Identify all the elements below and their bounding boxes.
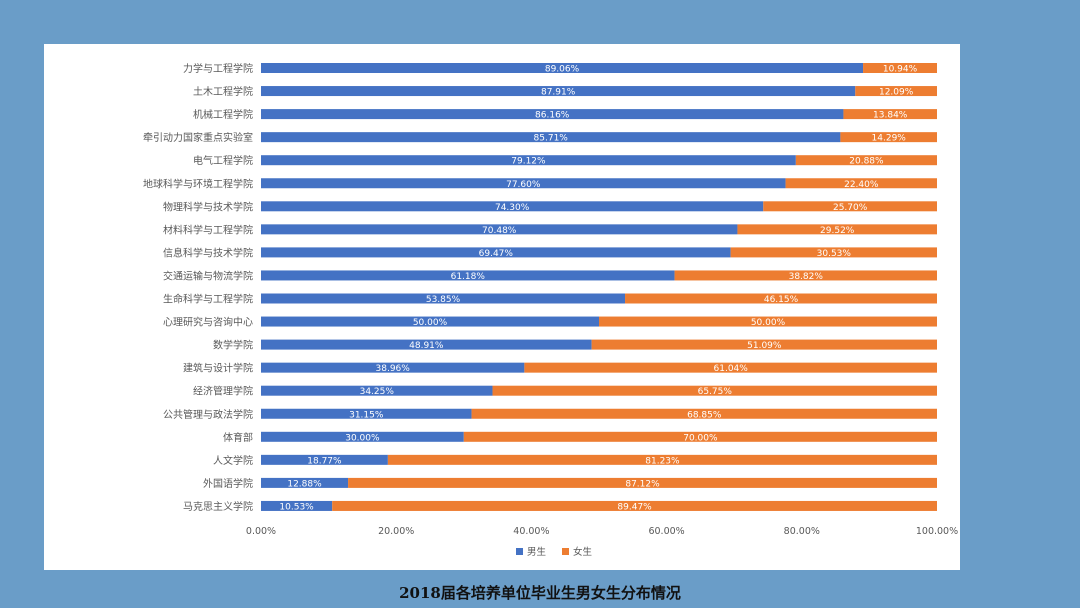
category-label: 地球科学与环境工程学院: [143, 177, 253, 190]
data-label-male: 77.60%: [506, 180, 541, 190]
category-label: 外国语学院: [203, 477, 253, 490]
data-label-female: 29.52%: [820, 226, 855, 236]
data-label-female: 10.94%: [883, 65, 918, 75]
stacked-bar-chart: 力学与工程学院土木工程学院机械工程学院牵引动力国家重点实验室电气工程学院地球科学…: [44, 44, 960, 570]
x-tick-label: 80.00%: [784, 526, 820, 537]
data-label-male: 69.47%: [479, 249, 514, 259]
data-label-female: 65.75%: [698, 387, 733, 397]
data-label-female: 68.85%: [687, 410, 722, 420]
category-label: 物理科学与技术学院: [163, 200, 253, 213]
x-tick-label: 20.00%: [378, 526, 414, 537]
data-label-female: 50.00%: [751, 318, 786, 328]
data-label-female: 25.70%: [833, 203, 868, 213]
data-label-female: 87.12%: [625, 479, 660, 489]
category-label: 生命科学与工程学院: [163, 293, 253, 306]
data-label-male: 38.96%: [376, 364, 411, 374]
category-label: 数学学院: [213, 339, 253, 352]
category-label: 人文学院: [213, 454, 253, 467]
category-label: 公共管理与政法学院: [163, 408, 253, 421]
data-label-male: 79.12%: [511, 157, 546, 167]
x-tick-label: 0.00%: [246, 526, 276, 537]
category-label: 信息科学与技术学院: [163, 246, 253, 259]
data-label-female: 70.00%: [683, 433, 718, 443]
data-label-male: 85.71%: [534, 134, 569, 144]
data-label-female: 22.40%: [844, 180, 879, 190]
data-label-male: 86.16%: [535, 111, 570, 121]
data-label-female: 81.23%: [645, 456, 680, 466]
data-label-female: 30.53%: [817, 249, 852, 259]
data-label-male: 34.25%: [360, 387, 395, 397]
data-label-female: 51.09%: [747, 341, 782, 351]
category-label: 电气工程学院: [193, 154, 253, 167]
data-label-male: 87.91%: [541, 88, 576, 98]
x-tick-label: 100.00%: [916, 526, 958, 537]
chart-panel: 力学与工程学院土木工程学院 机械工程学院牵引动力国家重点实验室电气工程学院地球科学…: [44, 44, 960, 570]
chart-caption: 2018届各培养单位毕业生男女生分布情况: [0, 582, 1080, 603]
category-label: 力学与工程学院: [183, 62, 253, 75]
category-label: 体育部: [223, 431, 253, 444]
data-label-female: 46.15%: [764, 295, 799, 305]
data-label-male: 31.15%: [349, 410, 384, 420]
data-label-female: 61.04%: [714, 364, 749, 374]
data-label-male: 12.88%: [287, 479, 322, 489]
data-label-male: 74.30%: [495, 203, 530, 213]
data-label-female: 20.88%: [849, 157, 884, 167]
category-label: 牵引动力国家重点实验室: [143, 131, 253, 144]
data-label-male: 30.00%: [345, 433, 380, 443]
data-label-male: 61.18%: [451, 272, 486, 282]
data-label-male: 18.77%: [307, 456, 342, 466]
x-tick-label: 40.00%: [513, 526, 549, 537]
data-label-male: 48.91%: [409, 341, 444, 351]
legend-label-male: 男生: [527, 546, 547, 558]
data-label-female: 12.09%: [879, 88, 914, 98]
category-label: 经济管理学院: [193, 385, 253, 398]
data-label-female: 14.29%: [872, 134, 907, 144]
data-label-female: 13.84%: [873, 111, 908, 121]
category-label: 马克思主义学院: [183, 500, 253, 513]
data-label-female: 89.47%: [617, 502, 652, 512]
data-label-male: 50.00%: [413, 318, 448, 328]
category-label: 土木工程学院: [193, 85, 253, 98]
category-label: 建筑与设计学院: [183, 362, 253, 375]
data-label-female: 38.82%: [789, 272, 824, 282]
category-label: 心理研究与咨询中心: [163, 316, 253, 329]
x-tick-label: 60.00%: [648, 526, 684, 537]
data-label-male: 10.53%: [279, 502, 314, 512]
legend-label-female: 女生: [573, 546, 593, 558]
category-label: 交通运输与物流学院: [163, 269, 253, 282]
data-label-male: 70.48%: [482, 226, 517, 236]
category-label: 机械工程学院: [193, 108, 253, 121]
data-label-male: 53.85%: [426, 295, 461, 305]
category-label: 材料科学与工程学院: [163, 223, 253, 236]
legend-swatch-female: [562, 548, 569, 555]
data-label-male: 89.06%: [545, 65, 580, 75]
legend-swatch-male: [516, 548, 523, 555]
